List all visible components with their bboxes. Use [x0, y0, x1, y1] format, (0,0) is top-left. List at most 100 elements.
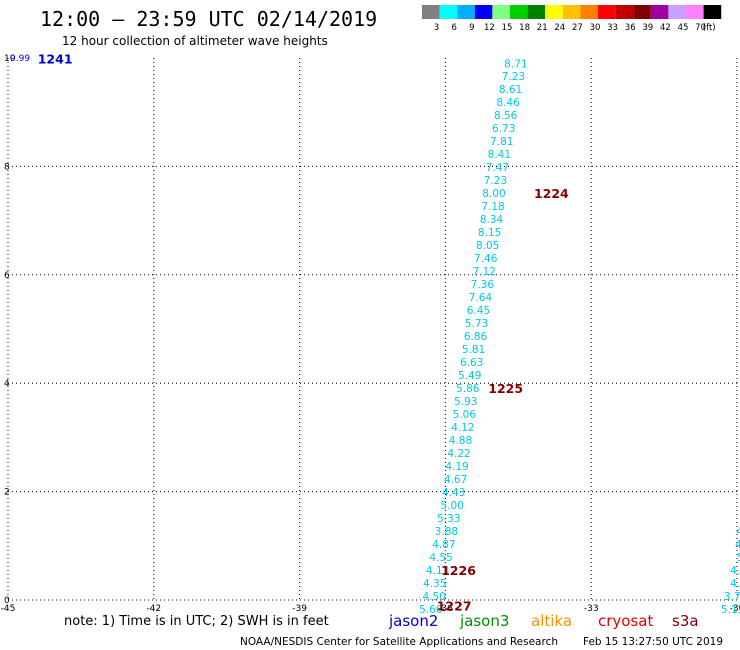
x-tick-label: -39	[292, 604, 307, 614]
satellite-legend-item: jason3	[459, 612, 509, 630]
color-swatch	[439, 5, 458, 19]
footer-timestamp: Feb 15 13:27:50 UTC 2019	[583, 636, 723, 648]
color-swatch	[474, 5, 493, 19]
wave-height-point: 5.13	[721, 604, 740, 616]
wave-height-point: 5.81	[462, 344, 485, 356]
wave-height-point: 5.06	[453, 409, 477, 421]
satellite-legend: jason2 jason3 altika cryosat s3a	[388, 612, 699, 630]
color-swatch	[562, 5, 581, 19]
y-tick-label: 8	[4, 162, 10, 172]
wave-height-point: 8.41	[488, 149, 511, 161]
color-label: 30	[590, 23, 601, 33]
time-labels: 1241 1224 1225 1226 1227	[38, 52, 569, 614]
satellite-legend-item: altika	[531, 612, 572, 630]
wave-height-point: 7.46	[474, 253, 498, 265]
wave-height-point: 3.88	[435, 526, 458, 538]
wave-height-point: 8.56	[494, 110, 518, 122]
color-swatch	[492, 5, 510, 19]
color-label: 12	[484, 23, 495, 33]
color-label: 21	[537, 23, 548, 33]
note-text: note: 1) Time is in UTC; 2) SWH is in fe…	[64, 614, 329, 629]
wave-height-point: 4.5	[730, 578, 740, 590]
corner-value-label: 9.99	[10, 54, 30, 64]
color-swatch	[545, 5, 563, 19]
satellite-legend-item: cryosat	[598, 612, 653, 630]
wave-height-point: 8.05	[476, 240, 499, 252]
wave-height-point: 4.87	[432, 539, 455, 551]
satellite-legend-item: jason2	[388, 612, 438, 630]
plot-grid	[7, 58, 738, 601]
color-swatch	[686, 5, 704, 19]
color-swatch	[633, 5, 651, 19]
color-swatch	[422, 5, 440, 19]
x-tick-label: -42	[146, 604, 161, 614]
chart-title: 12:00 – 23:59 UTC 02/14/2019	[40, 7, 377, 31]
color-swatch	[457, 5, 475, 19]
wave-height-point: 4.22	[447, 448, 470, 460]
wave-height-point: 4.88	[449, 435, 472, 447]
wave-height-point: 8.71	[504, 58, 527, 70]
color-label: (ft)	[703, 23, 716, 33]
wave-height-point: 8.61	[499, 84, 522, 96]
time-label: 1227	[437, 598, 472, 613]
axis-ticks: -45 -42 -39 -36 -33 -30 0 2 4 6 8 10	[1, 54, 740, 614]
x-tick-label: -45	[1, 604, 16, 614]
wave-height-point: 5.00	[441, 500, 464, 512]
color-label: 33	[607, 23, 618, 33]
wave-height-point: 4.55	[429, 552, 452, 564]
wave-height-point: 8.34	[480, 214, 504, 226]
color-label: 27	[572, 23, 583, 33]
color-label: 24	[554, 23, 565, 33]
wave-height-point: 6.73	[492, 123, 515, 135]
color-swatch	[598, 5, 616, 19]
wave-height-point: 8.00	[482, 188, 505, 200]
wave-height-point: 6.63	[460, 357, 483, 369]
wave-height-point: 7.47	[486, 162, 509, 174]
wave-height-point: 4	[735, 539, 740, 551]
wave-height-point: 3.79	[724, 591, 740, 603]
color-label: 70	[695, 23, 706, 33]
wave-height-point: 5.93	[454, 396, 477, 408]
color-swatch	[668, 5, 686, 19]
satellite-legend-item: s3a	[672, 612, 699, 630]
color-label: 45	[678, 23, 689, 33]
chart-subtitle: 12 hour collection of altimeter wave hei…	[62, 34, 328, 48]
wave-height-point: 5	[737, 552, 740, 564]
color-legend: 3 6 9 12 15 18 21 24 27 30 33 36 39 42 45 70(ft)	[422, 5, 722, 33]
wave-height-point: 4.19	[445, 461, 468, 473]
wave-height-point: 5.33	[437, 513, 460, 525]
wave-height-point: 5.73	[465, 318, 488, 330]
time-label: 1241	[38, 52, 73, 67]
color-label: 36	[625, 23, 636, 33]
time-label: 1224	[534, 186, 569, 201]
color-swatch	[615, 5, 634, 19]
color-label: 42	[660, 23, 671, 33]
x-tick-label: -33	[584, 604, 599, 614]
wave-height-point: 7.18	[481, 201, 504, 213]
wave-height-point: 8.46	[496, 97, 520, 109]
wave-height-point: 8.15	[478, 227, 501, 239]
color-label: 15	[502, 23, 513, 33]
wave-height-point: 4.43	[442, 487, 465, 499]
time-label: 1225	[488, 381, 523, 396]
color-label: 9	[469, 23, 474, 33]
wave-height-point: 7.81	[490, 136, 513, 148]
wave-height-point: 6.86	[464, 331, 488, 343]
color-swatch	[703, 5, 722, 19]
wave-height-values: 8.717.238.618.468.566.737.818.417.477.23…	[419, 58, 740, 616]
wave-height-point: 5.66	[419, 604, 443, 616]
color-swatch	[650, 5, 669, 19]
wave-height-point: 7.36	[471, 279, 495, 291]
wave-height-point: 4.13	[426, 565, 449, 577]
wave-height-point: 4.0	[730, 565, 740, 577]
x-tick-label: -30	[730, 604, 740, 614]
wave-height-point: 4	[736, 526, 740, 538]
color-label: 18	[519, 23, 530, 33]
y-tick-label: 10	[4, 54, 16, 64]
y-tick-label: 2	[4, 488, 10, 498]
wave-height-point: 4.67	[444, 474, 467, 486]
color-label: 6	[451, 23, 456, 33]
y-tick-label: 4	[4, 379, 10, 389]
y-tick-label: 6	[4, 271, 10, 281]
